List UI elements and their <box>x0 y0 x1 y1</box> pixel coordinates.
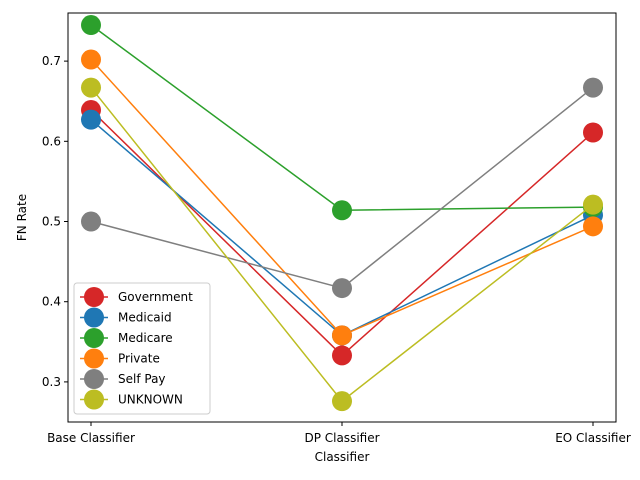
y-tick-label: 0.6 <box>42 134 61 148</box>
data-point <box>583 77 603 98</box>
legend-item: Medicaid <box>80 307 172 328</box>
legend-marker <box>84 348 104 369</box>
data-point <box>81 109 101 130</box>
y-tick-label: 0.4 <box>42 295 61 309</box>
data-point <box>81 77 101 98</box>
legend-label: Medicaid <box>118 311 172 325</box>
legend-item: Government <box>80 287 193 307</box>
legend-marker <box>84 287 104 307</box>
x-tick-label: Base Classifier <box>47 431 135 445</box>
data-point <box>583 122 603 143</box>
x-tick-label: DP Classifier <box>304 431 379 445</box>
x-axis: Base Classifier DP Classifier EO Classifie… <box>47 422 631 445</box>
data-point <box>81 211 101 232</box>
legend-label: UNKNOWN <box>118 393 183 407</box>
y-axis: 0.3 0.4 0.5 0.6 0.7 <box>42 54 68 389</box>
data-point <box>332 391 352 412</box>
y-tick-label: 0.3 <box>42 375 61 389</box>
y-axis-title: FN Rate <box>15 194 29 241</box>
series-medicare <box>81 15 603 221</box>
legend-marker <box>84 389 104 410</box>
series-unknown <box>81 77 603 412</box>
y-tick-label: 0.5 <box>42 215 61 229</box>
data-point <box>332 325 352 346</box>
series-line <box>90 86 594 289</box>
legend-marker <box>84 307 104 328</box>
legend-marker <box>84 328 104 348</box>
series-layer <box>81 15 603 412</box>
legend-item: Self Pay <box>80 369 166 389</box>
legend-label: Self Pay <box>118 372 166 386</box>
x-axis-title: Classifier <box>315 450 370 464</box>
legend-marker <box>84 369 104 389</box>
data-point <box>332 345 352 366</box>
legend-label: Private <box>118 352 160 366</box>
y-tick-label: 0.7 <box>42 54 61 68</box>
data-point <box>583 194 603 215</box>
legend-item: Private <box>80 348 160 369</box>
legend-item: Medicare <box>80 328 173 348</box>
data-point <box>332 200 352 221</box>
x-tick-label: EO Classifier <box>555 431 631 445</box>
legend-label: Medicare <box>118 331 173 345</box>
data-point <box>332 278 352 299</box>
data-point <box>81 49 101 70</box>
legend-item: UNKNOWN <box>80 389 183 410</box>
legend: Government Medicaid Medicare Private Self Pa… <box>73 282 211 415</box>
series-self-pay <box>81 77 603 299</box>
data-point <box>81 15 101 36</box>
legend-box <box>73 282 211 415</box>
legend-label: Government <box>118 290 193 304</box>
series-private <box>81 49 603 346</box>
data-point <box>583 216 603 237</box>
